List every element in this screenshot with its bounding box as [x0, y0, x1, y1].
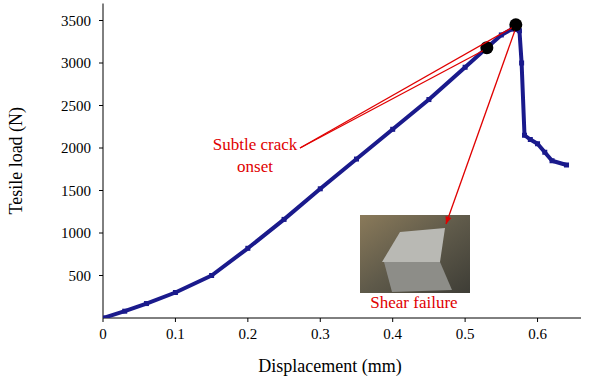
annotation-arrow — [300, 51, 483, 148]
x-axis-label: Displacement (mm) — [258, 356, 401, 377]
y-tick-label: 500 — [69, 268, 92, 284]
marker-point — [509, 18, 522, 31]
x-tick-label: 0.5 — [456, 326, 475, 342]
y-tick — [99, 233, 103, 234]
y-tick — [99, 148, 103, 149]
y-tick — [99, 190, 103, 191]
y-axis-label: Tesile load (N) — [6, 107, 27, 215]
y-tick — [99, 275, 103, 276]
y-tick — [99, 20, 103, 21]
plot-area — [103, 18, 569, 318]
data-point — [103, 316, 106, 319]
data-point — [542, 150, 547, 155]
y-tick-label: 2000 — [61, 140, 91, 156]
data-point — [245, 246, 250, 251]
y-tick-label: 1000 — [61, 225, 91, 241]
y-axis — [103, 4, 104, 319]
annotation: Subtle crackonset — [213, 135, 298, 176]
data-point — [426, 97, 431, 102]
y-tick — [99, 63, 103, 64]
data-point — [564, 163, 569, 168]
x-tick-label: 0.6 — [528, 326, 547, 342]
data-point — [122, 309, 127, 314]
annotation: Shear failure — [370, 293, 457, 312]
x-axis — [103, 318, 581, 319]
data-point — [354, 157, 359, 162]
data-point — [550, 158, 555, 163]
data-point — [144, 301, 149, 306]
annotation-arrow — [446, 31, 515, 224]
data-point — [463, 65, 468, 70]
y-tick-label: 2500 — [61, 98, 91, 114]
x-tick — [392, 318, 393, 322]
x-tick — [247, 318, 248, 322]
x-tick-label: 0.2 — [238, 326, 257, 342]
y-tick — [99, 105, 103, 106]
data-line — [103, 29, 567, 318]
arrow-head — [445, 216, 451, 224]
data-point — [528, 137, 533, 142]
x-tick-label: 0 — [99, 326, 107, 342]
x-tick — [175, 318, 176, 322]
x-tick-label: 0.4 — [383, 326, 402, 342]
y-tick-label: 3000 — [61, 55, 91, 71]
y-tick-label: 1500 — [61, 183, 91, 199]
x-tick-label: 0.3 — [311, 326, 330, 342]
x-tick — [320, 318, 321, 322]
data-point — [173, 290, 178, 295]
data-point — [318, 186, 323, 191]
x-tick — [465, 318, 466, 322]
x-tick — [103, 318, 104, 322]
data-point — [209, 273, 214, 278]
y-tick-label: 3500 — [61, 13, 91, 29]
marker-point — [480, 41, 493, 54]
chart: 500 1000 1500 2000 2500 3000 3500 0 0.1 0.2 0.3 0.4… — [0, 0, 590, 383]
data-point — [522, 133, 527, 138]
inset-photo — [360, 215, 470, 293]
x-tick — [537, 318, 538, 322]
data-point — [390, 127, 395, 132]
data-point — [282, 217, 287, 222]
data-point — [535, 141, 540, 146]
data-point — [519, 61, 524, 66]
x-tick-label: 0.1 — [166, 326, 185, 342]
